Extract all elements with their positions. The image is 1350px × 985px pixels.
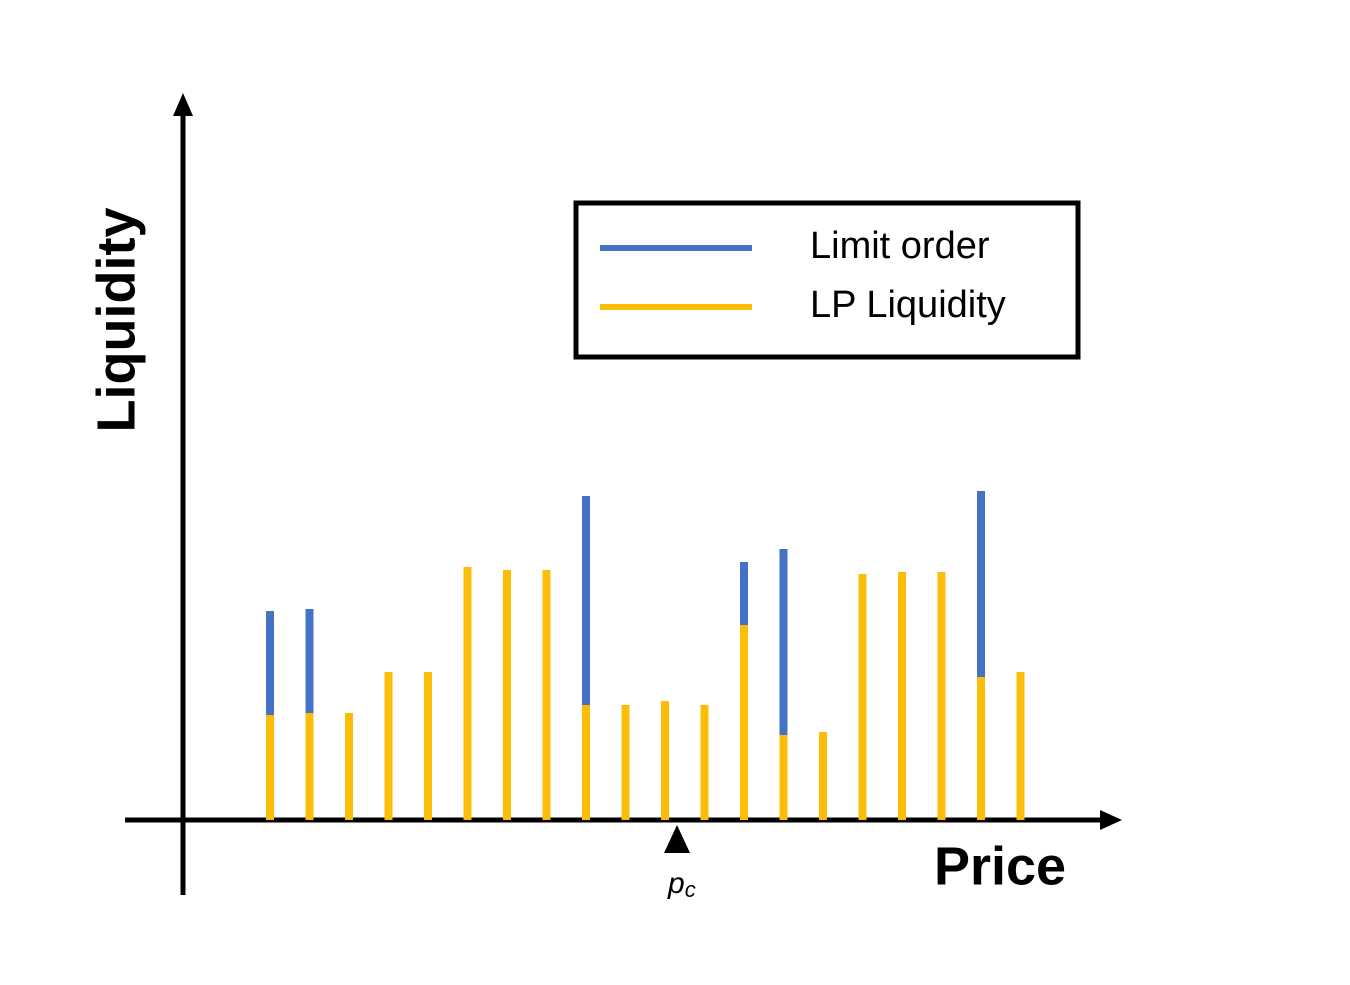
bar-segment — [424, 672, 432, 820]
bar-segment — [779, 549, 788, 735]
bar-segment — [858, 574, 867, 820]
bar-segment — [582, 705, 590, 820]
bar-segment — [977, 677, 985, 820]
bar-segment — [621, 705, 630, 820]
bar-segment — [463, 567, 472, 820]
bar-segment — [1016, 672, 1025, 820]
y-axis-arrow — [173, 93, 193, 116]
y-axis-label: Liquidity — [86, 208, 146, 433]
bar-segment — [740, 562, 748, 625]
legend-label: Limit order — [810, 225, 990, 267]
bar-segment — [977, 491, 985, 677]
bar-segment — [937, 572, 946, 820]
bar-segment — [740, 625, 748, 820]
bar-segment — [305, 713, 314, 820]
legend: Limit order LP Liquidity — [600, 225, 1006, 326]
bar-segment — [542, 570, 551, 820]
bar-segment — [384, 672, 393, 820]
bar-segment — [345, 713, 353, 820]
bar-segment — [266, 611, 274, 715]
annotation: pc — [667, 867, 696, 902]
bar-segment — [305, 609, 314, 713]
bar-segment — [503, 570, 511, 820]
legend-box — [573, 200, 1081, 360]
bar-segment — [700, 705, 709, 820]
bar-segment — [582, 496, 590, 705]
x-axis-arrow — [1100, 810, 1122, 830]
legend-label: LP Liquidity — [810, 284, 1006, 326]
bar-segment — [779, 735, 788, 820]
annotation-subscript: c — [685, 877, 696, 902]
bar-segment — [266, 715, 274, 820]
bar-segment — [898, 572, 906, 820]
bar-segment — [819, 732, 827, 820]
annotation-text: p — [667, 867, 685, 900]
bar-segment — [661, 701, 669, 820]
price-marker — [664, 825, 690, 853]
x-axis-label: Price — [934, 836, 1066, 896]
